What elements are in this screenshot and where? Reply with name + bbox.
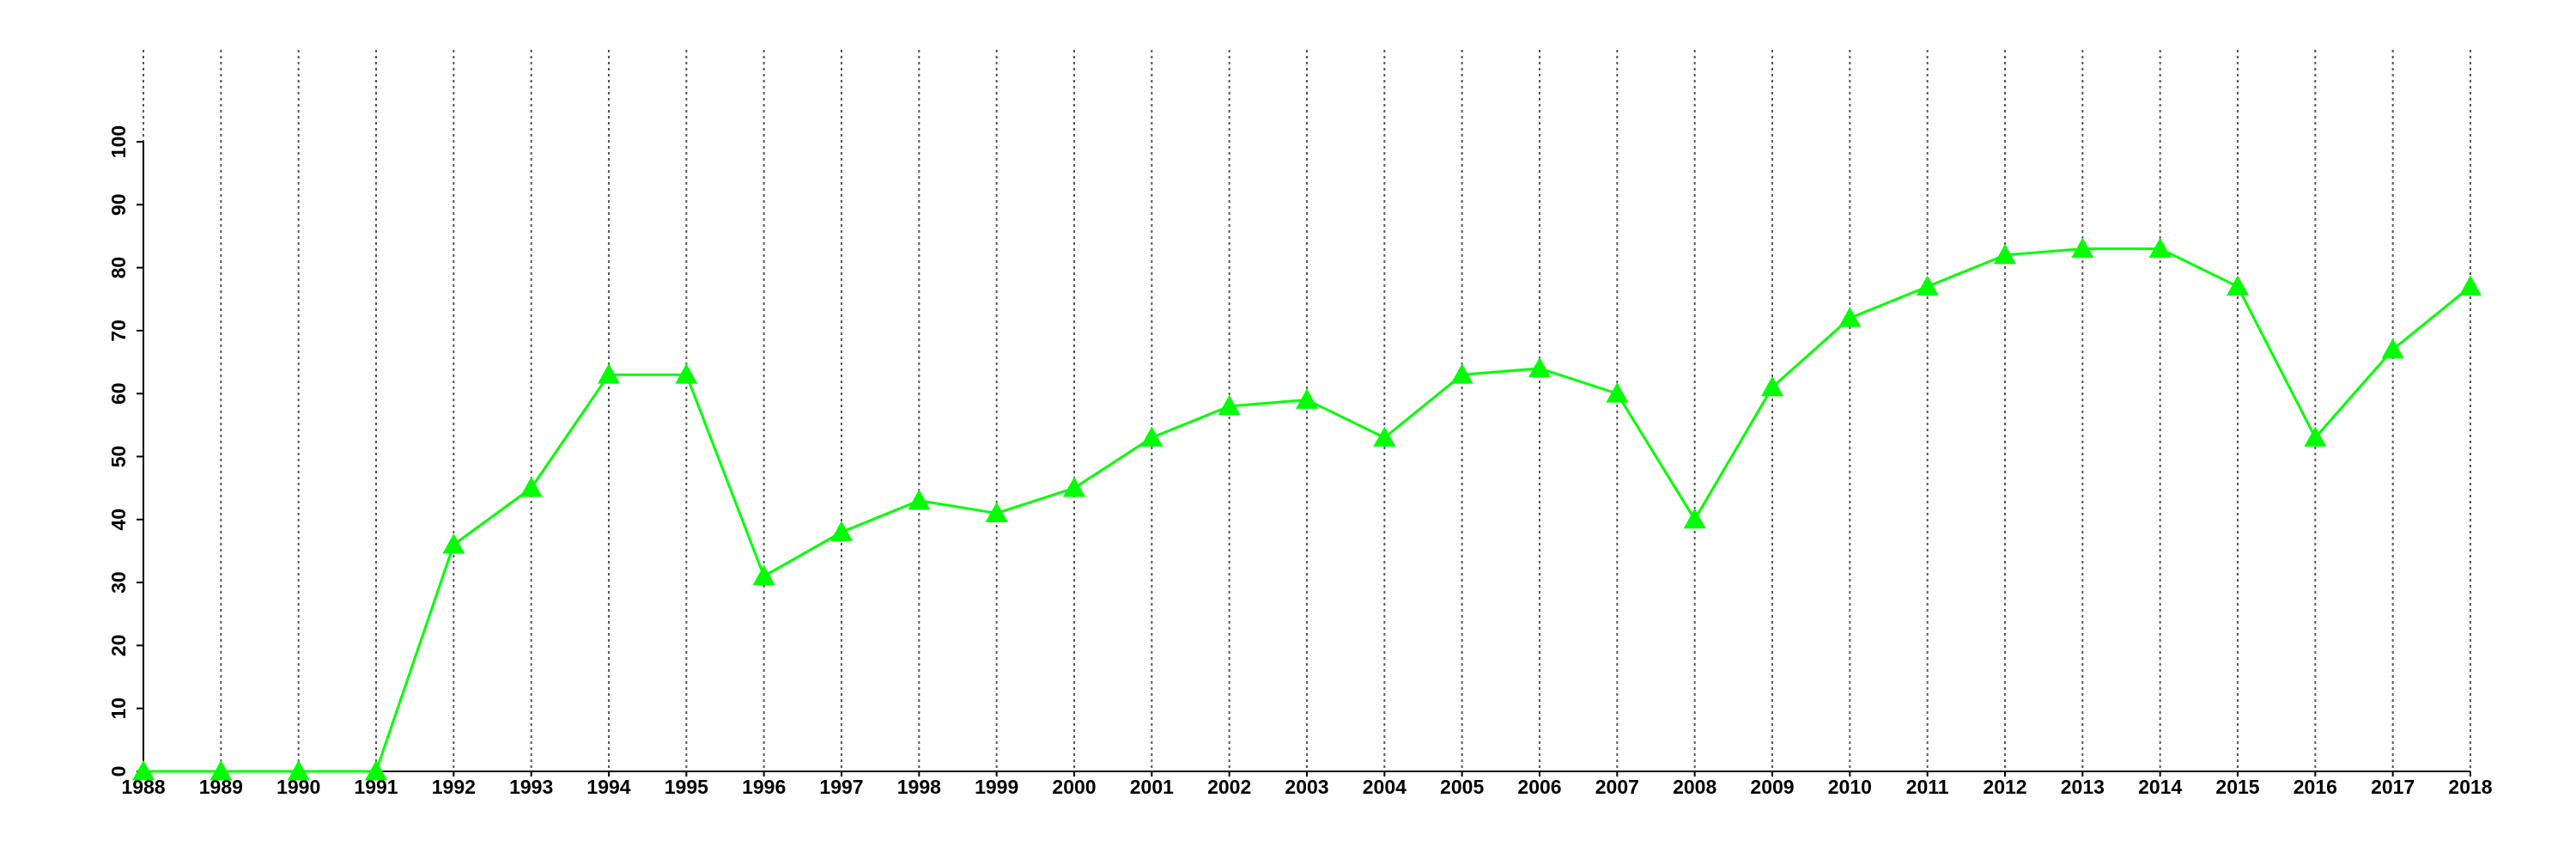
data-marker <box>2148 237 2172 259</box>
data-marker <box>1450 363 1473 384</box>
x-tick-label: 2002 <box>1207 776 1251 798</box>
x-tick-label: 2004 <box>1363 776 1406 798</box>
data-marker <box>598 363 620 384</box>
data-marker <box>752 564 775 586</box>
x-tick-label: 2006 <box>1517 776 1561 798</box>
data-marker <box>132 760 155 781</box>
x-tick-label: 2003 <box>1285 776 1328 798</box>
x-tick-label: 1996 <box>742 776 786 798</box>
y-tick-label: 80 <box>107 257 130 279</box>
x-tick-label: 2014 <box>2138 776 2182 798</box>
y-tick-label: 40 <box>107 509 130 531</box>
data-marker <box>675 363 698 384</box>
y-tick-label: 60 <box>107 382 130 405</box>
data-marker <box>1606 382 1629 403</box>
x-tick-label: 1992 <box>432 776 476 798</box>
data-marker <box>210 760 233 781</box>
x-tick-label: 2007 <box>1595 776 1639 798</box>
data-marker <box>908 489 931 510</box>
x-tick-label: 2017 <box>2371 776 2415 798</box>
y-tick-label: 100 <box>107 125 130 158</box>
x-tick-label: 1993 <box>509 776 553 798</box>
data-marker <box>287 760 310 781</box>
x-tick-label: 2009 <box>1750 776 1794 798</box>
x-tick-label: 1998 <box>897 776 941 798</box>
data-marker <box>1218 394 1241 416</box>
data-marker <box>442 533 465 554</box>
data-marker <box>365 760 387 781</box>
x-tick-label: 1994 <box>586 776 630 798</box>
x-tick-label: 1995 <box>665 776 708 798</box>
data-marker <box>2304 426 2327 447</box>
y-tick-label: 30 <box>107 571 130 594</box>
x-tick-label: 2010 <box>1828 776 1872 798</box>
x-tick-label: 2015 <box>2215 776 2259 798</box>
data-marker <box>830 521 853 541</box>
x-tick-label: 2018 <box>2448 776 2492 798</box>
y-tick-label: 90 <box>107 194 130 216</box>
data-marker <box>1140 426 1163 447</box>
data-marker <box>2227 275 2249 295</box>
data-marker <box>1838 307 1862 327</box>
data-marker <box>2459 275 2482 295</box>
x-tick-label: 2008 <box>1673 776 1716 798</box>
y-tick-label: 50 <box>107 446 130 468</box>
x-tick-label: 2013 <box>2061 776 2105 798</box>
y-tick-label: 0 <box>107 766 130 777</box>
x-tick-label: 2011 <box>1906 776 1949 798</box>
data-marker <box>1296 388 1318 409</box>
y-tick-label: 70 <box>107 320 130 342</box>
data-marker <box>1683 508 1706 529</box>
x-tick-label: 2016 <box>2293 776 2337 798</box>
x-tick-label: 2001 <box>1130 776 1174 798</box>
data-marker <box>1761 375 1783 397</box>
x-tick-label: 1999 <box>975 776 1018 798</box>
x-tick-label: 2000 <box>1052 776 1096 798</box>
y-tick-label: 10 <box>107 698 130 720</box>
data-marker <box>1528 356 1551 378</box>
data-marker <box>1373 426 1396 447</box>
data-marker <box>519 477 543 497</box>
data-marker <box>2071 237 2094 259</box>
x-tick-label: 2012 <box>1983 776 2026 798</box>
data-marker <box>1994 243 2016 265</box>
data-marker <box>1063 477 1085 497</box>
y-tick-label: 20 <box>107 635 130 657</box>
x-tick-label: 2005 <box>1440 776 1484 798</box>
data-marker <box>1916 275 1939 295</box>
data-marker <box>985 502 1008 522</box>
x-tick-label: 1997 <box>819 776 863 798</box>
data-marker <box>2381 338 2404 359</box>
